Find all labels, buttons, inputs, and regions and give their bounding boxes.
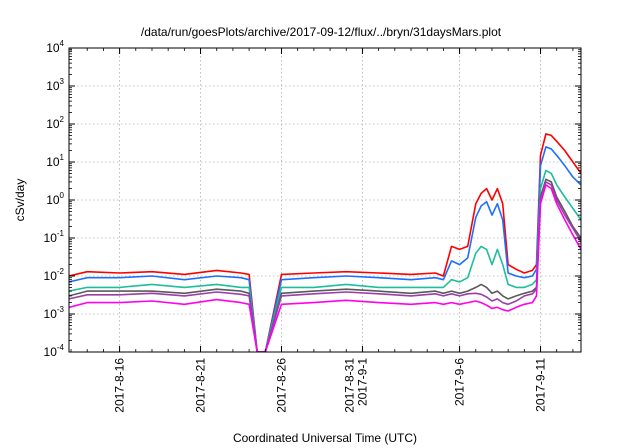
x-tick-label: 2017-8-21 <box>194 358 208 413</box>
y-tick-label: 10-4 <box>44 343 65 359</box>
x-tick-label: 2017-8-16 <box>113 358 127 413</box>
x-tick-label: 2017-9-11 <box>534 358 548 412</box>
y-tick-exponent: -4 <box>57 343 65 352</box>
y-tick-exponent: 0 <box>60 191 65 200</box>
y-tick-base: 10 <box>46 79 60 93</box>
y-tick-exponent: -1 <box>57 229 65 238</box>
y-tick-base: 10 <box>46 155 60 169</box>
y-tick-label: 104 <box>46 39 64 55</box>
ticks <box>69 47 581 353</box>
chart-title: /data/run/goesPlots/archive/2017-09-12/f… <box>141 25 502 39</box>
y-tick-exponent: 2 <box>60 115 65 124</box>
series-group <box>69 133 581 352</box>
y-tick-base: 10 <box>46 117 60 131</box>
x-tick-label: 2017-8-26 <box>274 358 288 413</box>
y-tick-base: 10 <box>46 193 60 207</box>
y-axis-label: cSv/day <box>13 179 27 222</box>
y-tick-exponent: -2 <box>57 267 65 276</box>
y-tick-exponent: -3 <box>57 305 65 314</box>
y-tick-label: 101 <box>46 153 64 169</box>
series-line-2 <box>69 146 581 352</box>
x-tick-labels: 2017-8-16 2017-8-21 2017-8-26 2017-8-31 2017… <box>113 358 548 413</box>
y-tick-label: 102 <box>46 115 64 131</box>
series-line-6 <box>69 184 581 352</box>
y-tick-base: 10 <box>46 41 60 55</box>
x-tick-label: 2017-9-6 <box>453 358 467 406</box>
x-tick-label: 2017-8-31 <box>342 358 356 413</box>
y-tick-label: 103 <box>46 77 64 93</box>
y-tick-label: 100 <box>46 191 64 207</box>
y-tick-base: 10 <box>44 231 58 245</box>
y-tick-base: 10 <box>44 307 58 321</box>
y-tick-label: 10-3 <box>44 305 65 321</box>
y-tick-base: 10 <box>44 345 58 359</box>
x-tick-label: 2017-9-1 <box>355 358 369 406</box>
y-tick-exponent: 4 <box>60 39 65 48</box>
x-axis-label: Coordinated Universal Time (UTC) <box>233 431 417 445</box>
y-tick-label: 10-2 <box>44 267 65 283</box>
y-tick-exponent: 1 <box>60 153 65 162</box>
y-tick-base: 10 <box>44 269 58 283</box>
y-tick-exponent: 3 <box>60 77 65 86</box>
y-tick-label: 10-1 <box>44 229 65 245</box>
